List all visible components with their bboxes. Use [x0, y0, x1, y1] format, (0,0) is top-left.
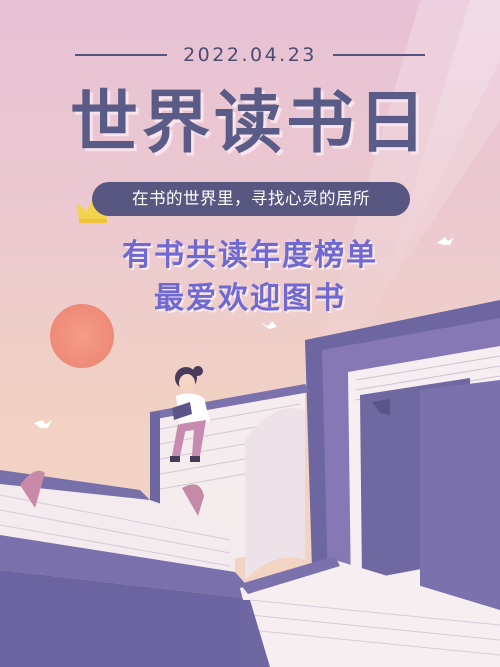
book-front — [240, 556, 500, 667]
date-header: 2022.04.23 — [0, 44, 500, 66]
light-beam — [380, 0, 500, 300]
date-rule-left — [75, 54, 168, 56]
poster-title: 世界读书日 — [69, 84, 430, 163]
sun-icon — [50, 304, 114, 368]
event-date: 2022.04.23 — [183, 44, 317, 66]
subtitle-line-1: 有书共读年度榜单 — [122, 238, 378, 273]
crown-icon — [77, 198, 109, 223]
tagline-pill: 在书的世界里，寻找心灵的居所 — [92, 182, 410, 216]
bird-icon — [34, 420, 52, 428]
bird-icon — [260, 321, 277, 329]
date-rule-right — [332, 54, 425, 56]
subtitle-line-2: 最爱欢迎图书 — [154, 281, 346, 316]
reading-girl — [170, 366, 210, 462]
bird-icon — [437, 237, 454, 245]
